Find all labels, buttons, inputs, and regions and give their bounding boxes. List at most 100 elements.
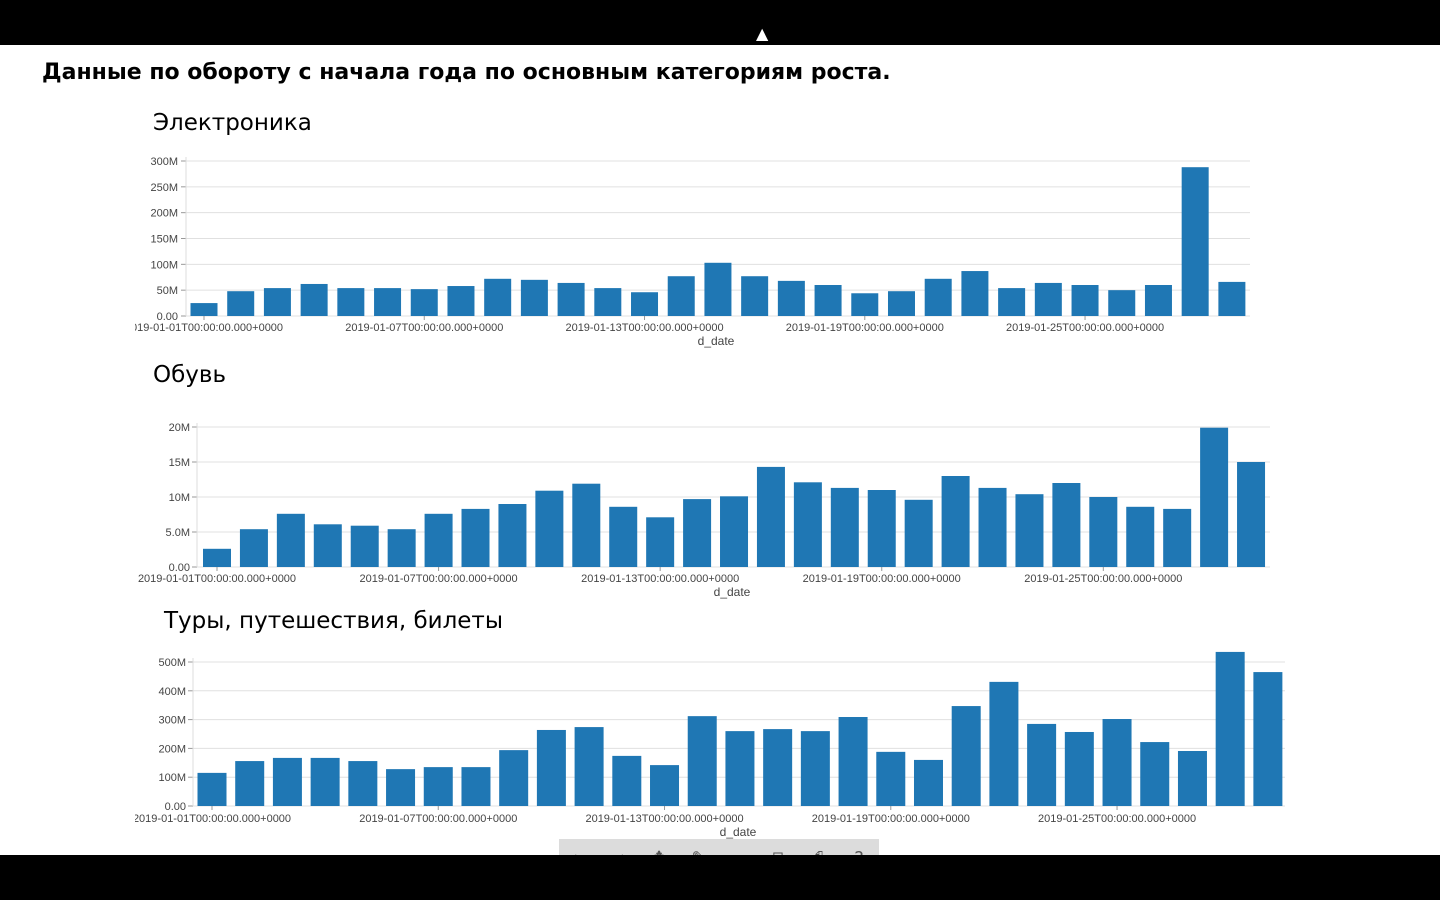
bar-2019-01-22 <box>989 681 1019 806</box>
chart-title-travel: Туры, путешествия, билеты <box>164 608 503 634</box>
bar-2019-01-11 <box>572 483 601 567</box>
bar-2019-01-24 <box>1052 483 1081 567</box>
bar-2019-01-05 <box>348 761 378 806</box>
bar-2019-01-09 <box>498 504 527 567</box>
x-tick-label: 2019-01-13T00:00:00.000+0000 <box>565 322 723 334</box>
bar-2019-01-07 <box>424 513 453 567</box>
y-tick-label: 250M <box>150 182 178 194</box>
bar-2019-01-28 <box>1181 167 1209 316</box>
bar-2019-01-04 <box>313 524 342 567</box>
bar-2019-01-05 <box>337 288 365 316</box>
x-tick-label: 2019-01-19T00:00:00.000+0000 <box>786 322 944 334</box>
bar-2019-01-22 <box>961 271 989 316</box>
bar-2019-01-09 <box>499 750 529 806</box>
bar-2019-01-05 <box>350 525 379 567</box>
x-tick-label: 2019-01-07T00:00:00.000+0000 <box>359 813 517 825</box>
bar-2019-01-23 <box>1027 723 1057 806</box>
y-tick-label: 200M <box>158 743 186 755</box>
bar-2019-01-02 <box>239 529 268 567</box>
bar-2019-01-10 <box>520 279 548 316</box>
bar-2019-01-08 <box>461 767 491 806</box>
y-tick-label: 200M <box>150 208 178 220</box>
bar-2019-01-04 <box>300 283 328 316</box>
bar-2019-01-24 <box>1064 731 1094 806</box>
x-tick-label: 2019-01-19T00:00:00.000+0000 <box>812 813 970 825</box>
bar-2019-01-16 <box>756 466 785 567</box>
bar-2019-01-17 <box>800 731 830 806</box>
bar-2019-01-15 <box>720 496 749 567</box>
bar-2019-01-06 <box>386 769 416 806</box>
bar-2019-01-29 <box>1253 672 1283 806</box>
x-tick-label: 2019-01-13T00:00:00.000+0000 <box>585 813 743 825</box>
bar-2019-01-14 <box>683 499 712 567</box>
bar-2019-01-19 <box>867 490 896 567</box>
bar-2019-01-21 <box>924 278 952 316</box>
bar-2019-01-12 <box>612 755 642 806</box>
y-tick-label: 400M <box>158 686 186 698</box>
x-tick-label: 2019-01-13T00:00:00.000+0000 <box>581 573 739 585</box>
bar-2019-01-07 <box>410 289 438 316</box>
bar-2019-01-23 <box>1015 494 1044 567</box>
bar-2019-01-03 <box>263 288 291 316</box>
x-tick-label: 2019-01-25T00:00:00.000+0000 <box>1038 813 1196 825</box>
x-tick-label: 2019-01-01T00:00:00.000+0000 <box>125 322 283 334</box>
bar-2019-01-02 <box>227 291 255 316</box>
page-heading: Данные по обороту с начала года по основ… <box>42 60 891 85</box>
bar-2019-01-25 <box>1071 285 1099 316</box>
bar-2019-01-04 <box>310 757 340 806</box>
y-tick-label: 5.0M <box>166 527 190 539</box>
x-tick-label: 2019-01-19T00:00:00.000+0000 <box>803 573 961 585</box>
bar-2019-01-01 <box>203 548 231 567</box>
y-tick-label: 100M <box>150 259 178 271</box>
bar-2019-01-19 <box>851 293 879 316</box>
bar-2019-01-25 <box>1089 497 1118 567</box>
bar-2019-01-18 <box>814 285 842 316</box>
bar-2019-01-27 <box>1177 750 1207 806</box>
bar-2019-01-22 <box>978 487 1007 567</box>
bar-2019-01-27 <box>1144 285 1172 316</box>
bar-2019-01-08 <box>447 286 475 316</box>
y-tick-label: 150M <box>150 234 178 246</box>
y-tick-label: 0.00 <box>157 311 178 323</box>
bar-2019-01-01 <box>197 772 227 806</box>
bar-2019-01-13 <box>650 765 680 806</box>
bar-2019-01-21 <box>941 476 970 567</box>
bar-2019-01-11 <box>557 282 585 316</box>
y-tick-label: 15M <box>169 457 190 469</box>
bar-2019-01-29 <box>1218 281 1246 316</box>
y-tick-label: 0.00 <box>169 562 190 574</box>
x-axis-label: d_date <box>698 334 735 348</box>
bar-2019-01-03 <box>272 757 302 806</box>
bar-2019-01-18 <box>830 487 859 567</box>
chart-title-electronics: Электроника <box>153 110 312 136</box>
top-black-bar <box>0 0 1440 45</box>
bar-2019-01-28 <box>1215 651 1245 806</box>
y-tick-label: 300M <box>150 156 178 168</box>
mouse-cursor-icon: ▲ <box>756 24 769 43</box>
bar-2019-01-06 <box>387 529 416 567</box>
x-tick-label: 2019-01-07T00:00:00.000+0000 <box>345 322 503 334</box>
y-tick-label: 50M <box>157 285 178 297</box>
y-tick-label: 0.00 <box>165 801 186 813</box>
bar-2019-01-29 <box>1237 462 1266 567</box>
x-axis-label: d_date <box>720 825 757 839</box>
bar-2019-01-20 <box>913 759 943 806</box>
bar-2019-01-01 <box>190 303 218 316</box>
bar-2019-01-16 <box>763 729 793 806</box>
bar-2019-01-12 <box>609 506 638 567</box>
bar-2019-01-12 <box>594 288 622 316</box>
x-tick-label: 2019-01-25T00:00:00.000+0000 <box>1024 573 1182 585</box>
x-tick-label: 2019-01-07T00:00:00.000+0000 <box>360 573 518 585</box>
bar-2019-01-06 <box>374 288 402 316</box>
bar-2019-01-16 <box>741 276 769 316</box>
bar-2019-01-21 <box>951 706 981 806</box>
bar-2019-01-07 <box>423 767 453 806</box>
bar-2019-01-15 <box>704 262 732 316</box>
bar-2019-01-26 <box>1140 742 1170 806</box>
bar-2019-01-20 <box>887 291 915 316</box>
bar-2019-01-10 <box>535 490 564 567</box>
bar-2019-01-08 <box>461 508 490 567</box>
bar-2019-01-27 <box>1163 508 1192 567</box>
bar-2019-01-13 <box>646 517 675 567</box>
